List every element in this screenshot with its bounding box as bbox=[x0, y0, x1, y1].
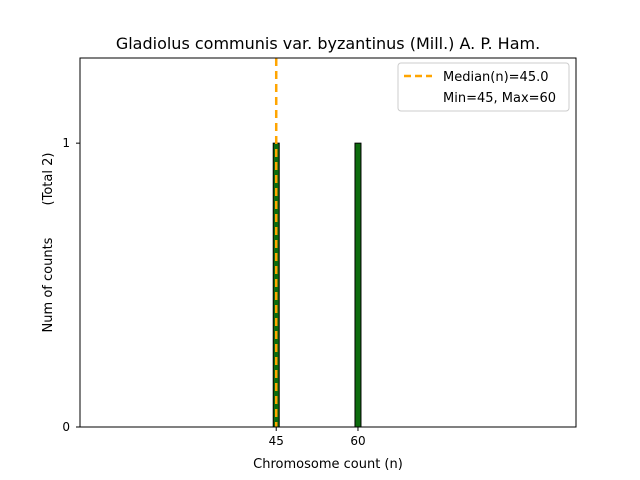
legend: Median(n)=45.0 Min=45, Max=60 bbox=[397, 62, 570, 112]
x-axis-label: Chromosome count (n) bbox=[253, 457, 403, 472]
plot-area: 45 60 0 1 bbox=[62, 57, 577, 448]
y-axis-total-note: (Total 2) bbox=[41, 153, 56, 206]
y-tick-label-0: 0 bbox=[62, 420, 70, 434]
legend-box bbox=[397, 62, 570, 112]
x-tick-label-60: 60 bbox=[350, 434, 365, 448]
y-axis-label: Num of counts bbox=[41, 237, 56, 332]
bar-60 bbox=[354, 142, 362, 428]
legend-entry-minmax: Min=45, Max=60 bbox=[443, 91, 556, 106]
x-tick-label-45: 45 bbox=[269, 434, 284, 448]
chart-title: Gladiolus communis var. byzantinus (Mill… bbox=[116, 34, 540, 53]
legend-entry-median: Median(n)=45.0 bbox=[443, 70, 549, 85]
y-tick-label-1: 1 bbox=[62, 136, 70, 150]
axes-frame bbox=[79, 57, 577, 428]
